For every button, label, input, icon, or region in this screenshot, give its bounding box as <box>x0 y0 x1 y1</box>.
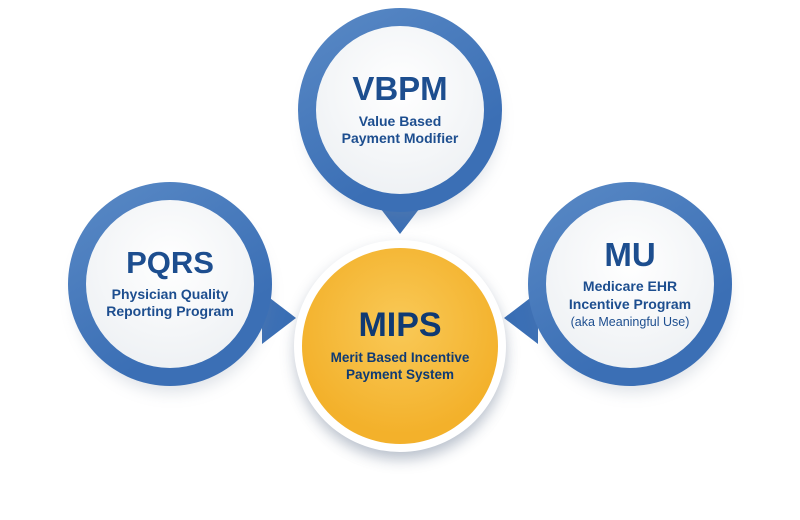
mips-bubble: MIPS Merit Based Incentive Payment Syste… <box>302 248 498 444</box>
mips-acronym: MIPS <box>358 308 441 344</box>
vbpm-bubble: VBPM Value Based Payment Modifier <box>316 26 484 194</box>
pqrs-bubble: PQRS Physician Quality Reporting Program <box>86 200 254 368</box>
mu-acronym: MU <box>604 238 655 273</box>
mips-full: Merit Based Incentive Payment System <box>325 350 475 384</box>
diagram-stage: MIPS Merit Based Incentive Payment Syste… <box>0 0 800 520</box>
mu-bubble: MU Medicare EHR Incentive Program (aka M… <box>546 200 714 368</box>
vbpm-acronym: VBPM <box>352 72 447 107</box>
mu-sub: (aka Meaningful Use) <box>571 315 690 330</box>
pqrs-acronym: PQRS <box>126 247 214 280</box>
mu-full: Medicare EHR Incentive Program <box>565 278 695 313</box>
pqrs-full: Physician Quality Reporting Program <box>105 286 235 321</box>
vbpm-full: Value Based Payment Modifier <box>335 113 465 148</box>
